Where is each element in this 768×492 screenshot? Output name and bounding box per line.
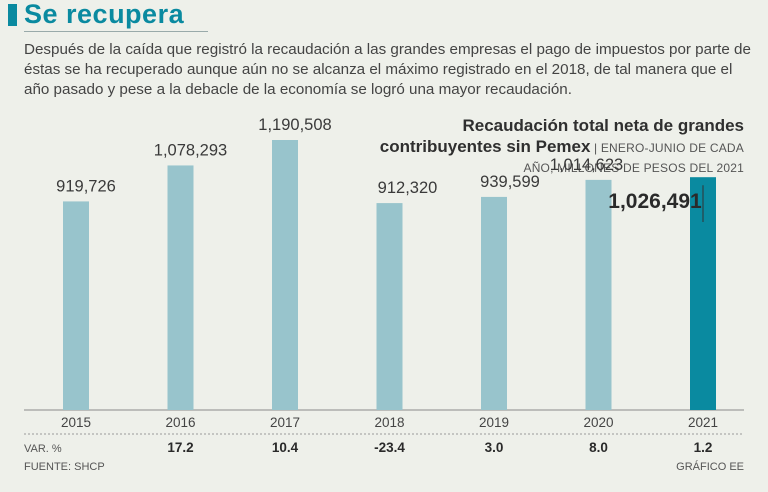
- var-value-2018: -23.4: [374, 440, 405, 455]
- chart-title-line-2: contribuyentes sin Pemex: [379, 137, 591, 156]
- value-label-2020: 1,014,623: [550, 156, 623, 174]
- graphic-credit: GRÁFICO EE: [676, 461, 744, 473]
- title-accent-bar: [8, 4, 17, 26]
- chart-units-line-2: AÑO, MILLONES DE PESOS DEL 2021: [523, 161, 744, 175]
- var-row-label: VAR. %: [24, 443, 62, 455]
- value-label-2018: 912,320: [378, 179, 438, 197]
- value-label-2016: 1,078,293: [154, 141, 227, 159]
- bar-2016: [167, 165, 194, 410]
- tick-label-2019: 2019: [479, 415, 509, 430]
- tick-label-2016: 2016: [165, 415, 195, 430]
- tick-label-2017: 2017: [270, 415, 300, 430]
- var-value-2017: 10.4: [272, 440, 299, 455]
- var-value-2020: 8.0: [589, 440, 608, 455]
- chart-units-line-1: ENERO-JUNIO DE CADA: [600, 141, 744, 155]
- tick-label-2021: 2021: [688, 415, 718, 430]
- bar-2019: [481, 196, 507, 410]
- value-label-2019: 939,599: [480, 173, 540, 191]
- title-underline: [24, 31, 208, 32]
- bar-2017: [272, 140, 298, 410]
- var-value-2016: 17.2: [167, 440, 193, 455]
- value-label-2015: 919,726: [56, 177, 116, 195]
- tick-label-2018: 2018: [374, 415, 404, 430]
- value-label-2021: 1,026,491: [608, 190, 702, 213]
- bar-2015: [63, 201, 89, 410]
- bar-2018: [376, 203, 403, 410]
- tick-label-2020: 2020: [583, 415, 613, 430]
- source-note: FUENTE: SHCP: [24, 461, 105, 473]
- bar-2020: [585, 179, 612, 410]
- value-label-2017: 1,190,508: [258, 116, 331, 134]
- intro-paragraph: Después de la caída que registró la reca…: [24, 41, 751, 98]
- var-value-2021: 1.2: [694, 440, 713, 455]
- page-title: Se recupera: [24, 0, 185, 29]
- chart-subtitle: Recaudación total neta de grandes contri…: [324, 116, 744, 178]
- var-value-2019: 3.0: [485, 440, 504, 455]
- chart-title-separator: |: [590, 141, 601, 155]
- chart-title-line-1: Recaudación total neta de grandes: [462, 116, 744, 135]
- tick-label-2015: 2015: [61, 415, 91, 430]
